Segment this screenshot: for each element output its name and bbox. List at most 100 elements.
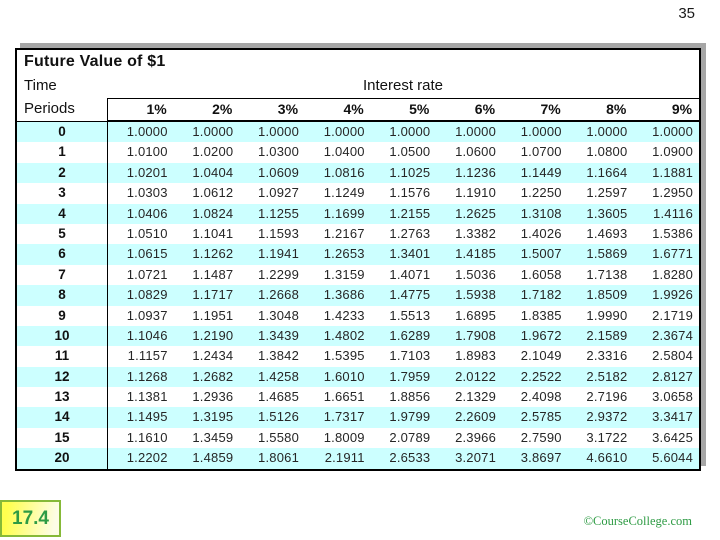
- value-cell: 2.1049: [520, 348, 562, 364]
- value-cell: 1.1576: [389, 185, 431, 201]
- value-cell: 1.5513: [389, 307, 431, 323]
- table-row: 5 1.0510 1.1041 1.1593 1.2167 1.2763 1.3382 1.4…: [17, 223, 699, 245]
- row-values: 1.2202 1.4859 1.8061 2.1911 2.6533 3.2071 3.86…: [107, 448, 699, 469]
- value-cell: 1.1249: [323, 185, 365, 201]
- value-cell: 1.6771: [652, 246, 694, 262]
- value-cell: 1.3686: [323, 287, 365, 303]
- value-cell: 1.1699: [323, 205, 365, 221]
- value-cell: 1.2434: [192, 348, 234, 364]
- period-cell: 8: [58, 287, 66, 303]
- value-cell: 1.3195: [192, 409, 234, 425]
- table-row: 1 1.0100 1.0200 1.0300 1.0400 1.0500 1.0600 1.0…: [17, 142, 699, 163]
- rate-header-cell: 5%: [409, 101, 430, 117]
- rate-header-row: 1% 2% 3% 4% 5% 6% 7% 8% 9%: [107, 98, 699, 121]
- value-cell: 1.0000: [126, 124, 168, 139]
- value-cell: 3.3417: [652, 409, 694, 425]
- value-cell: 1.2597: [586, 185, 628, 201]
- value-cell: 2.2609: [455, 409, 497, 425]
- row-values: 1.0201 1.0404 1.0609 1.0816 1.1025 1.1236 1.14…: [107, 162, 699, 184]
- value-cell: 1.0000: [192, 124, 234, 139]
- period-cell: 0: [58, 124, 66, 139]
- row-values: 1.1157 1.2434 1.3842 1.5395 1.7103 1.8983 2.10…: [107, 346, 699, 367]
- value-cell: 2.3674: [652, 327, 694, 343]
- value-cell: 2.3316: [586, 348, 628, 364]
- value-cell: 1.0000: [389, 124, 431, 139]
- value-cell: 2.2522: [520, 368, 562, 384]
- value-cell: 2.1589: [586, 327, 628, 343]
- value-cell: 1.2668: [258, 287, 300, 303]
- value-cell: 5.6044: [652, 450, 694, 466]
- value-cell: 1.2625: [455, 205, 497, 221]
- value-cell: 1.0406: [126, 205, 168, 221]
- value-cell: 1.2653: [323, 246, 365, 262]
- value-cell: 2.0789: [389, 429, 431, 445]
- row-values: 1.1495 1.3195 1.5126 1.7317 1.9799 2.2609 2.57…: [107, 407, 699, 428]
- value-cell: 2.4098: [520, 389, 562, 405]
- value-cell: 1.0400: [323, 144, 365, 160]
- value-cell: 3.0658: [652, 389, 694, 405]
- lesson-number-badge: 17.4: [0, 500, 61, 537]
- period-cell: 9: [58, 307, 66, 323]
- value-cell: 1.2167: [323, 225, 365, 241]
- value-cell: 1.1255: [258, 205, 300, 221]
- row-values: 1.0615 1.1262 1.1941 1.2653 1.3401 1.4185 1.50…: [107, 244, 699, 265]
- table-header-row-upper: Time Interest rate: [17, 75, 699, 98]
- period-cell: 11: [54, 348, 70, 364]
- period-cell: 13: [54, 389, 70, 405]
- value-cell: 1.7908: [455, 327, 497, 343]
- value-cell: 1.0824: [192, 205, 234, 221]
- value-cell: 1.2950: [652, 185, 694, 201]
- table-header-row-lower: Periods 1% 2% 3% 4% 5% 6% 7% 8% 9%: [17, 98, 699, 121]
- table-row: 0 1.0000 1.0000 1.0000 1.0000 1.0000 1.0000 1.0…: [17, 122, 699, 143]
- value-cell: 1.0201: [126, 164, 168, 180]
- value-cell: 1.1381: [126, 389, 168, 405]
- row-label-time: Time: [24, 77, 57, 94]
- value-cell: 1.0721: [126, 266, 168, 282]
- value-cell: 3.8697: [520, 450, 562, 466]
- period-cell: 5: [58, 225, 66, 241]
- table-row: 10 1.1046 1.2190 1.3439 1.4802 1.6289 1.7908 1.…: [17, 325, 699, 347]
- table-row: 11 1.1157 1.2434 1.3842 1.5395 1.7103 1.8983 2.…: [17, 346, 699, 367]
- value-cell: 2.3966: [455, 429, 497, 445]
- value-cell: 1.1495: [126, 409, 168, 425]
- value-cell: 1.0612: [192, 185, 234, 201]
- value-cell: 1.0300: [258, 144, 300, 160]
- value-cell: 1.4693: [586, 225, 628, 241]
- row-values: 1.1610 1.3459 1.5580 1.8009 2.0789 2.3966 2.75…: [107, 427, 699, 449]
- row-values: 1.1268 1.2682 1.4258 1.6010 1.7959 2.0122 2.25…: [107, 366, 699, 388]
- value-cell: 1.1046: [126, 327, 168, 343]
- value-cell: 1.2936: [192, 389, 234, 405]
- rate-header-cell: 7%: [540, 101, 561, 117]
- value-cell: 1.1610: [126, 429, 168, 445]
- value-cell: 3.2071: [455, 450, 497, 466]
- value-cell: 1.7103: [389, 348, 431, 364]
- value-cell: 1.2202: [126, 450, 168, 466]
- table-row: 8 1.0829 1.1717 1.2668 1.3686 1.4775 1.5938 1.7…: [17, 285, 699, 306]
- value-cell: 1.4775: [389, 287, 431, 303]
- period-cell: 7: [58, 266, 66, 282]
- value-cell: 1.9799: [389, 409, 431, 425]
- value-cell: 2.5182: [586, 368, 628, 384]
- value-cell: 1.2299: [258, 266, 300, 282]
- value-cell: 1.3382: [455, 225, 497, 241]
- value-cell: 1.8061: [258, 450, 300, 466]
- value-cell: 1.5938: [455, 287, 497, 303]
- value-cell: 1.3108: [520, 205, 562, 221]
- period-cell: 10: [54, 327, 70, 343]
- value-cell: 1.0600: [455, 144, 497, 160]
- value-cell: 1.6289: [389, 327, 431, 343]
- period-cell: 3: [58, 185, 66, 201]
- rate-header-cell: 2%: [212, 101, 233, 117]
- value-cell: 1.4233: [323, 307, 365, 323]
- value-cell: 4.6610: [586, 450, 628, 466]
- lesson-number: 17.4: [12, 507, 49, 529]
- value-cell: 1.1664: [586, 164, 628, 180]
- table-row: 4 1.0406 1.0824 1.1255 1.1699 1.2155 1.2625 1.3…: [17, 203, 699, 224]
- value-cell: 1.6010: [323, 368, 365, 384]
- value-cell: 1.8009: [323, 429, 365, 445]
- value-cell: 1.5395: [323, 348, 365, 364]
- value-cell: 1.4859: [192, 450, 234, 466]
- future-value-table: Future Value of $1 Time Interest rate Pe…: [15, 48, 701, 471]
- value-cell: 1.9672: [520, 327, 562, 343]
- value-cell: 1.1157: [127, 348, 168, 364]
